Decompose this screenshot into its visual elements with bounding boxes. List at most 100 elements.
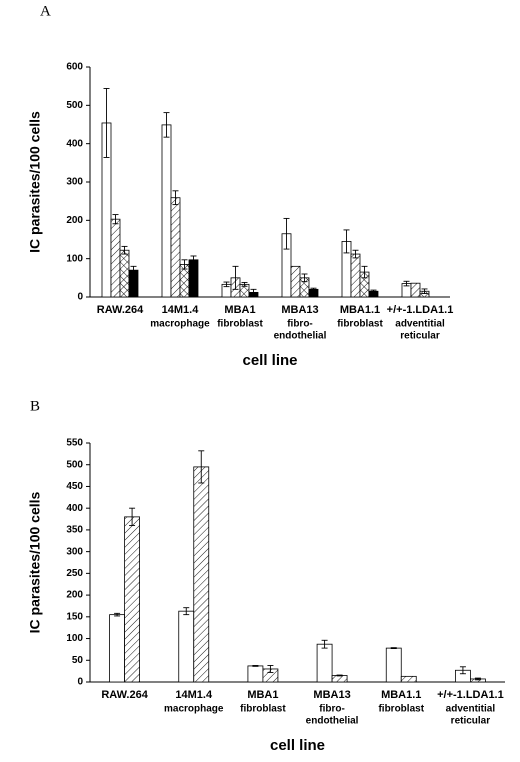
y-tick-label: 600: [66, 62, 83, 73]
error-bar: [336, 674, 343, 677]
x-tick-label: 14M1.4: [162, 304, 200, 316]
x-sublabel: fibroblast: [378, 704, 424, 715]
y-tick-label: 550: [66, 438, 83, 449]
error-bar: [198, 450, 205, 484]
panel-label: B: [30, 398, 40, 414]
error-bar: [121, 245, 128, 255]
bar: [316, 643, 333, 683]
bar: [109, 614, 125, 683]
error-bar: [361, 265, 368, 279]
y-tick-label: 250: [66, 568, 83, 579]
y-tick-label: 100: [66, 253, 83, 264]
y-tick-label: 100: [66, 633, 83, 644]
bar: [161, 124, 172, 298]
x-sublabel: fibro-: [287, 319, 313, 330]
x-tick-label: MBA1: [224, 304, 255, 316]
error-bar: [310, 287, 317, 291]
error-bar: [190, 255, 197, 265]
error-bar: [172, 190, 179, 206]
x-tick-label: MBA1: [247, 689, 278, 701]
error-bar: [232, 265, 239, 290]
x-tick-label: RAW.264: [101, 689, 148, 701]
bar: [290, 265, 301, 298]
error-bar: [223, 281, 230, 288]
bar: [110, 218, 121, 298]
error-bar: [352, 249, 359, 259]
x-sublabel: reticular: [400, 331, 440, 342]
x-sublabel: adventitial: [446, 704, 496, 715]
error-bar: [474, 677, 481, 681]
x-axis-title: cell line: [242, 352, 297, 369]
bar: [400, 675, 417, 683]
y-tick-label: 0: [77, 292, 83, 303]
error-bar: [343, 229, 350, 254]
x-tick-label: +/+-1.LDA1.1: [387, 304, 454, 316]
y-tick-label: 450: [66, 481, 83, 492]
error-bar: [283, 217, 290, 250]
x-tick-label: MBA1.1: [381, 689, 421, 701]
x-tick-label: +/+-1.LDA1.1: [437, 689, 504, 701]
error-bar: [114, 612, 121, 617]
error-bar: [129, 507, 136, 527]
x-sublabel: reticular: [451, 716, 491, 727]
x-sublabel: macrophage: [150, 319, 210, 330]
error-bar: [301, 273, 308, 283]
panel-label: A: [40, 3, 51, 19]
x-tick-label: RAW.264: [97, 304, 144, 316]
y-tick-label: 0: [77, 677, 83, 688]
error-bar: [183, 607, 190, 616]
error-bar: [103, 88, 110, 158]
bar: [124, 516, 140, 683]
x-sublabel: fibroblast: [240, 704, 286, 715]
error-bar: [390, 647, 397, 649]
error-bar: [370, 289, 377, 293]
x-tick-label: MBA13: [281, 304, 318, 316]
x-axis-title: cell line: [270, 737, 325, 754]
bar: [350, 253, 361, 298]
y-tick-label: 200: [66, 590, 83, 601]
y-tick-label: 350: [66, 525, 83, 536]
bar: [410, 282, 421, 298]
y-tick-label: 200: [66, 215, 83, 226]
bar: [178, 610, 195, 683]
bar: [188, 259, 199, 298]
bar: [247, 665, 264, 683]
error-bar: [163, 112, 170, 138]
error-bar: [241, 281, 248, 287]
error-bar: [130, 265, 137, 275]
error-bar: [250, 288, 257, 296]
error-bar: [267, 665, 274, 673]
x-tick-label: MBA13: [313, 689, 350, 701]
x-sublabel: endothelial: [274, 331, 327, 342]
error-bar: [321, 639, 328, 649]
error-bar: [252, 665, 259, 667]
x-tick-label: 14M1.4: [175, 689, 213, 701]
x-sublabel: fibroblast: [337, 319, 383, 330]
bar: [385, 647, 402, 683]
x-sublabel: fibroblast: [217, 319, 263, 330]
y-axis-title: IC parasites/100 cells: [27, 111, 43, 253]
error-bar: [403, 280, 410, 287]
error-bar: [112, 214, 119, 225]
y-tick-label: 300: [66, 546, 83, 557]
y-tick-label: 400: [66, 138, 83, 149]
error-bar: [181, 259, 188, 270]
y-axis-title: IC parasites/100 cells: [27, 491, 43, 633]
bar: [193, 466, 210, 683]
y-tick-label: 300: [66, 177, 83, 188]
y-tick-label: 150: [66, 611, 83, 622]
y-tick-label: 500: [66, 459, 83, 470]
bar: [331, 675, 348, 683]
bar: [170, 197, 181, 298]
x-sublabel: macrophage: [164, 704, 224, 715]
error-bar: [459, 666, 466, 675]
error-bar: [421, 288, 428, 294]
x-tick-label: MBA1.1: [340, 304, 380, 316]
x-sublabel: fibro-: [319, 704, 345, 715]
y-tick-label: 500: [66, 100, 83, 111]
x-sublabel: adventitial: [395, 319, 445, 330]
y-tick-label: 400: [66, 503, 83, 514]
y-tick-label: 50: [72, 655, 84, 666]
x-sublabel: endothelial: [306, 716, 359, 727]
